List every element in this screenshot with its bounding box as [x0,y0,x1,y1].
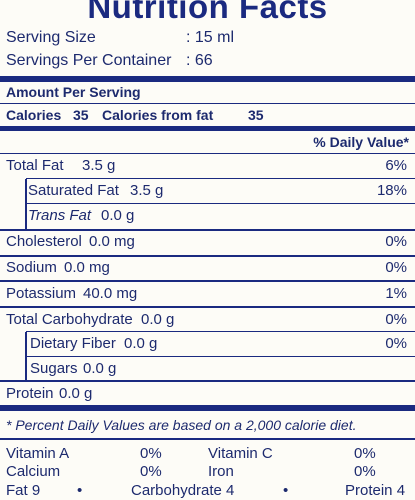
nutrient-label-sodium: Sodium [6,259,57,276]
label-title: Nutrition Facts [87,0,328,25]
nutrient-dv-sodium: 0% [385,259,407,276]
nutrient-amount-protein: 0.0 g [59,385,93,402]
divider [0,438,415,440]
nutrient-amount-total-carbohydrate: 0.0 g [141,311,175,328]
bullet: • [77,482,83,499]
serving-size-label: Serving Size [6,29,96,46]
bullet: • [283,482,289,499]
thick-divider [0,405,415,411]
nutrient-amount-dietary-fiber: 0.0 g [124,335,158,352]
nutrient-label-sugars: Sugars [30,360,78,377]
divider [26,356,415,357]
indent-rule [25,332,27,380]
servings-per-container-value: : 66 [186,52,213,69]
nutrient-label-total-carbohydrate: Total Carbohydrate [6,311,133,328]
protein-per-gram: Protein 4 [345,482,406,499]
calcium-value: 0% [140,463,162,480]
divider [0,380,415,382]
indent-rule [25,179,27,230]
calories-label: Calories [6,107,62,123]
thick-divider [0,76,415,82]
daily-value-header: % Daily Value* [313,134,409,150]
divider [0,153,415,154]
nutrient-label-protein: Protein [6,385,54,402]
nutrient-label-saturated-fat: Saturated Fat [28,182,119,199]
nutrient-amount-trans-fat: 0.0 g [101,207,135,224]
nutrient-dv-total-fat: 6% [385,157,407,174]
nutrient-dv-saturated-fat: 18% [376,182,407,199]
carbohydrate-per-gram: Carbohydrate 4 [131,482,235,499]
nutrient-label-cholesterol: Cholesterol [6,233,82,250]
nutrient-amount-sodium: 0.0 mg [64,259,110,276]
nutrient-dv-total-carbohydrate: 0% [385,311,407,328]
footnote: * Percent Daily Values are based on a 2,… [6,417,357,433]
divider [0,280,415,282]
serving-size-value: : 15 ml [186,29,235,46]
nutrient-label-dietary-fiber: Dietary Fiber [30,335,116,352]
vitamin-a-label: Vitamin A [6,445,70,462]
divider [0,255,415,257]
divider [0,229,415,231]
divider [0,103,415,104]
nutrient-dv-dietary-fiber: 0% [385,335,407,352]
nutrient-label-total-fat: Total Fat [6,157,64,174]
nutrient-label-potassium: Potassium [6,285,77,302]
nutrient-amount-saturated-fat: 3.5 g [130,182,164,199]
calories-from-fat-label: Calories from fat [102,107,214,123]
nutrient-amount-total-fat: 3.5 g [82,157,116,174]
iron-label: Iron [208,463,234,480]
vitamin-a-value: 0% [140,445,162,462]
divider [26,178,415,179]
nutrient-dv-cholesterol: 0% [385,233,407,250]
iron-value: 0% [354,463,376,480]
nutrient-dv-potassium: 1% [385,285,407,302]
vitamin-c-value: 0% [354,445,376,462]
nutrient-amount-cholesterol: 0.0 mg [89,233,135,250]
fat-per-gram: Fat 9 [6,482,41,499]
divider [26,203,415,204]
thick-divider [0,126,415,131]
nutrient-amount-sugars: 0.0 g [83,360,117,377]
calories-value: 35 [73,107,89,123]
nutrient-amount-potassium: 40.0 mg [83,285,138,302]
divider [26,331,415,332]
calories-from-fat-value: 35 [248,107,264,123]
vitamin-c-label: Vitamin C [208,445,273,462]
divider [0,306,415,308]
nutrient-label-trans-fat: Trans Fat [28,207,92,224]
calcium-label: Calcium [6,463,61,480]
servings-per-container-label: Servings Per Container [6,52,172,69]
amount-per-serving: Amount Per Serving [6,84,141,100]
